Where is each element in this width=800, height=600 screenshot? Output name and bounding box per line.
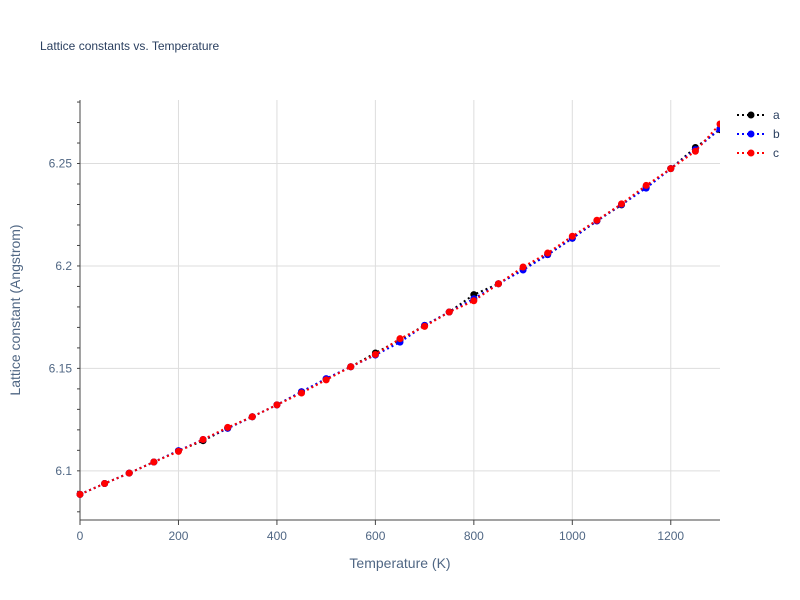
data-point-c[interactable] xyxy=(667,165,675,173)
data-point-c[interactable] xyxy=(174,447,182,455)
data-point-c[interactable] xyxy=(470,297,478,305)
data-point-c[interactable] xyxy=(224,423,232,431)
data-point-c[interactable] xyxy=(494,280,502,288)
x-tick-label: 600 xyxy=(365,529,385,543)
data-point-c[interactable] xyxy=(593,216,601,224)
x-tick-label: 800 xyxy=(464,529,484,543)
axes xyxy=(77,100,720,525)
data-point-c[interactable] xyxy=(371,350,379,358)
data-point-c[interactable] xyxy=(519,263,527,271)
data-point-c[interactable] xyxy=(642,181,650,189)
legend-swatch-marker xyxy=(747,111,755,119)
y-tick-label: 6.1 xyxy=(55,464,72,478)
data-point-c[interactable] xyxy=(544,249,552,257)
x-axis-label: Temperature (K) xyxy=(349,555,450,571)
y-tick-label: 6.15 xyxy=(49,361,73,375)
data-point-c[interactable] xyxy=(568,232,576,240)
series-a xyxy=(76,126,720,498)
data-point-c[interactable] xyxy=(691,147,699,155)
data-point-c[interactable] xyxy=(199,435,207,443)
grid xyxy=(80,100,720,520)
data-point-c[interactable] xyxy=(125,469,133,477)
series-line-c xyxy=(79,123,720,496)
legend-label: a xyxy=(773,108,780,122)
y-axis-label: Lattice constant (Angstrom) xyxy=(7,224,23,395)
legend-item-c[interactable]: c xyxy=(737,146,779,160)
y-tick-labels: 6.1 6.15 6.2 6.25 xyxy=(49,157,73,478)
series-b xyxy=(76,125,720,498)
legend-swatch-marker xyxy=(747,149,755,157)
data-point-c[interactable] xyxy=(150,458,158,466)
chart-title: Lattice constants vs. Temperature xyxy=(40,39,220,53)
x-tick-label: 400 xyxy=(267,529,287,543)
legend-item-a[interactable]: a xyxy=(737,108,780,122)
data-point-c[interactable] xyxy=(421,322,429,330)
legend-item-b[interactable]: b xyxy=(737,127,780,141)
series-c xyxy=(76,120,724,498)
data-point-c[interactable] xyxy=(618,200,626,208)
data-point-c[interactable] xyxy=(298,389,306,397)
data-point-c[interactable] xyxy=(101,480,109,488)
data-point-c[interactable] xyxy=(273,401,281,409)
x-tick-label: 1200 xyxy=(657,529,684,543)
legend-swatch-marker xyxy=(747,130,755,138)
legend[interactable]: abc xyxy=(737,108,780,160)
legend-label: c xyxy=(773,146,779,160)
legend-label: b xyxy=(773,127,780,141)
data-point-c[interactable] xyxy=(76,490,84,498)
series-line-a xyxy=(79,128,720,496)
data-point-c[interactable] xyxy=(347,363,355,371)
data-point-c[interactable] xyxy=(248,413,256,421)
x-tick-label: 1000 xyxy=(559,529,586,543)
data-point-c[interactable] xyxy=(445,308,453,316)
data-point-c[interactable] xyxy=(322,376,330,384)
data-point-c[interactable] xyxy=(396,335,404,343)
x-tick-labels: 0 200 400 600 800 1000 1200 xyxy=(77,529,685,543)
data-point-c[interactable] xyxy=(716,120,724,128)
y-tick-label: 6.2 xyxy=(55,259,72,273)
series-line-b xyxy=(79,127,720,496)
x-tick-label: 200 xyxy=(168,529,188,543)
series-group xyxy=(76,120,724,498)
x-tick-label: 0 xyxy=(77,529,84,543)
y-tick-label: 6.25 xyxy=(49,157,73,171)
